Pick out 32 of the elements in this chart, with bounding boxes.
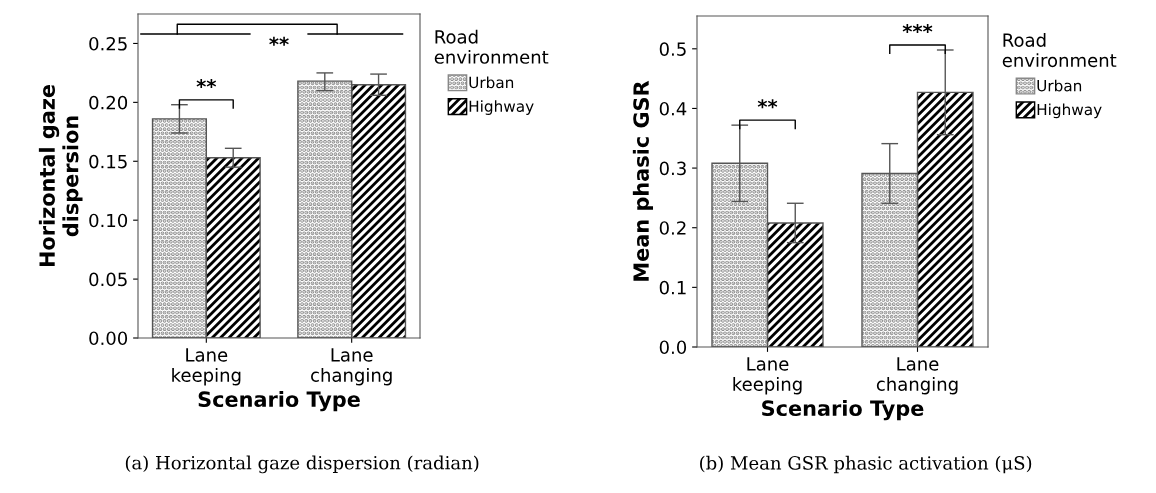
text: (b) Mean GSR phasic activation (μS)	[700, 455, 1032, 474]
y-tick-label: 0.0	[659, 340, 687, 355]
y-tick-label: 0.20	[89, 95, 128, 110]
annotation: ***	[902, 24, 933, 34]
legend-label: Highway	[1037, 103, 1102, 119]
legend-label: Highway	[469, 100, 534, 115]
x-tick-label: Lane changing	[876, 357, 958, 395]
x-tick-label: Lane changing	[311, 348, 392, 386]
x-tick-label: Lane keeping	[733, 357, 802, 395]
annotation: **	[757, 99, 778, 109]
legend-title: Road environment	[1002, 32, 1117, 68]
text: (a) Horizontal gaze dispersion (radian)	[125, 455, 479, 474]
y-tick-label: 0.1	[659, 280, 686, 295]
y-tick-label: 0.3	[659, 161, 686, 176]
y-axis-title: Mean phasic GSR	[632, 80, 654, 281]
y-tick-label: 0.10	[89, 213, 128, 228]
legend-label: Urban	[469, 76, 514, 89]
y-tick-label: 0.4	[659, 101, 687, 116]
y-tick-label: 0.00	[89, 331, 128, 346]
y-tick-label: 0.2	[659, 221, 686, 235]
y-tick-label: 0.25	[89, 36, 127, 51]
legend-title: Road environment	[434, 29, 549, 64]
x-tick-label: Lane keeping	[172, 348, 241, 386]
y-tick-label: 0.05	[89, 272, 127, 287]
y-axis-title: Horizontal gaze dispersion	[38, 84, 83, 267]
y-tick-label: 0.15	[89, 154, 127, 169]
annotation: **	[269, 36, 289, 46]
legend-label: Urban	[1037, 79, 1082, 92]
annotation: **	[196, 78, 217, 88]
x-axis-title: Scenario Type	[198, 390, 360, 412]
x-axis-title: Scenario Type	[762, 399, 924, 421]
y-tick-label: 0.5	[659, 42, 686, 56]
